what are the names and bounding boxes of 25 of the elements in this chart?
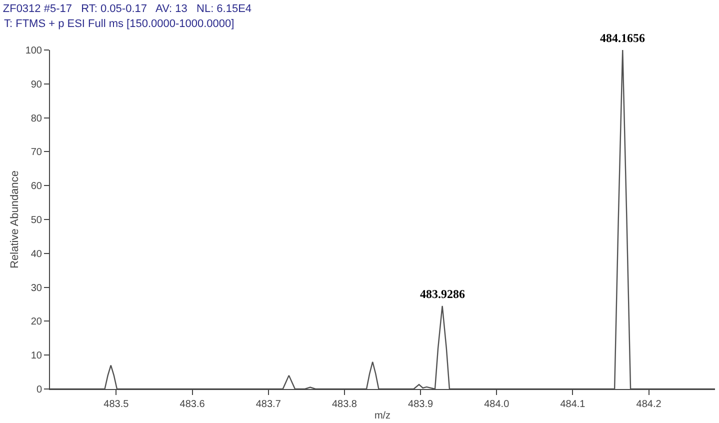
chart-title: ZF0312 #5-17 RT: 0.05-0.17 AV: 13 NL: 6.15E4 [2,2,252,15]
x-tick-label: 483.6 [180,399,206,410]
x-axis-title: m/z [374,410,391,422]
x-tick-label: 483.9 [408,399,434,410]
y-tick-label: 10 [30,350,42,362]
y-tick-label: 70 [30,147,42,158]
x-tick-label: 484.1 [560,399,586,410]
x-tick-label: 483.7 [256,399,282,410]
y-tick-label: 100 [25,46,42,56]
x-tick-label: 483.5 [104,399,130,410]
annotation: 483.9286 [420,287,465,301]
y-tick-label: 30 [30,282,42,294]
annotation: 484.1656 [600,31,645,45]
y-tick-label: 60 [30,181,42,192]
x-tick-label: 484.2 [636,399,662,410]
x-tick-label: 483.8 [332,399,358,410]
y-tick-label: 40 [30,248,42,260]
y-axis-title: Relative Abundance [8,170,21,268]
y-tick-label: 50 [30,215,42,226]
chart-subtitle: T: FTMS + p ESI Full ms [150.0000-1000.0000] [4,18,234,30]
y-tick-label: 0 [36,384,42,396]
y-tick-label: 90 [30,79,42,90]
y-tick-label: 20 [30,316,42,328]
x-tick-label: 484.0 [484,399,510,410]
y-tick-label: 80 [30,113,42,124]
